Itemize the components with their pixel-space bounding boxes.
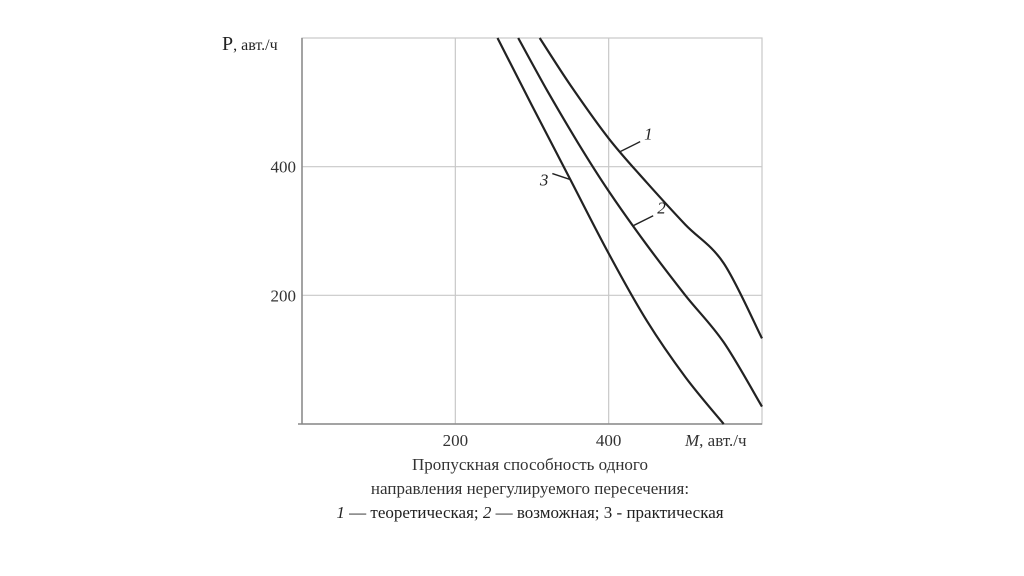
caption-line-3: 1 — теоретическая; 2 — возможная; 3 - пр… [230, 503, 830, 523]
caption-text-3: - практическая [612, 503, 724, 522]
series-line-1 [538, 37, 763, 339]
y-axis-symbol: P [222, 33, 233, 55]
series-line-2 [517, 37, 763, 408]
annotation-label-3: 3 [539, 171, 549, 190]
annotation-leader-2 [632, 215, 654, 227]
series-line-3 [496, 37, 725, 425]
x-axis-unit: , авт./ч [699, 431, 747, 450]
x-axis-label: M, авт./ч [684, 431, 747, 450]
caption-num-1: 1 [336, 503, 345, 522]
annotation-leader-1 [619, 141, 641, 153]
x-axis-symbol: M [684, 431, 700, 450]
annotation-label-1: 1 [644, 125, 653, 144]
caption-text-1: — теоретическая; [344, 503, 483, 522]
caption-line-1: Пропускная способность одного [412, 455, 648, 474]
y-axis-unit: , авт./ч [233, 37, 278, 54]
axes [298, 38, 762, 425]
x-tick-label-200: 200 [443, 431, 469, 450]
caption-text-2: — возможная; [491, 503, 604, 522]
curves [496, 37, 763, 425]
y-axis-label: P, авт./ч [222, 33, 278, 55]
annotation-label-2: 2 [657, 199, 666, 218]
y-tick-label-200: 200 [271, 286, 297, 305]
y-tick-label-400: 400 [271, 158, 297, 177]
annotation-leader-3 [552, 172, 571, 181]
caption-num-3: 3 [603, 503, 613, 522]
caption-num-2: 2 [482, 503, 492, 522]
caption-line-2: направления нерегулируемого пересечения: [370, 479, 690, 498]
x-tick-label-400: 400 [596, 431, 622, 450]
